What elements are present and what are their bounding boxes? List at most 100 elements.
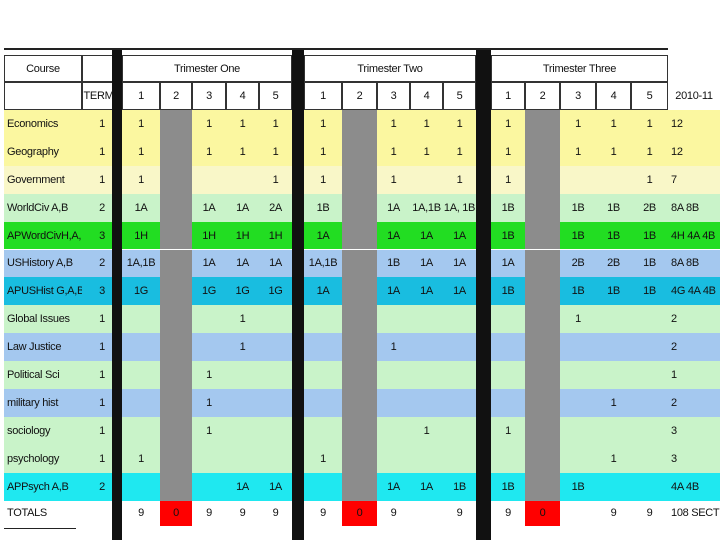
period-2-blocked [342,193,377,222]
schedule-cell: 1 [631,110,668,138]
schedule-cell: 2A [259,193,292,222]
sections-count: 8A 8B [668,249,720,278]
trimester-header: Trimester Three [491,55,668,82]
period-2-blocked [342,416,377,445]
totals-cell: 9 [377,500,410,526]
schedule-cell: 1 [192,361,226,389]
period-2-blocked [525,165,560,194]
schedule-cell [259,444,292,473]
schedule-cell [304,416,342,445]
totals-period-2: 0 [525,500,560,526]
totals-period-2: 0 [342,500,377,526]
period-2-blocked [342,472,377,501]
course-name: psychology [4,444,82,473]
schedule-cell [410,444,443,473]
schedule-cell [226,389,259,417]
course-header: Course [4,55,82,82]
schedule-cell [377,389,410,417]
schedule-cell: 1 [631,165,668,194]
schedule-cell [377,444,410,473]
schedule-cell [596,416,631,445]
sections-count: 2 [668,389,720,417]
year-label: 2010-11 [668,82,720,110]
schedule-cell: 1 [122,110,160,138]
period-2-blocked [160,305,192,334]
totals-underline [4,528,76,529]
schedule-cell: 1 [491,110,525,138]
schedule-cell [377,361,410,389]
schedule-cell: 1 [304,110,342,138]
schedule-cell [596,472,631,501]
schedule-cell: 1 [226,137,259,166]
totals-sections: 108 SECTIONS [668,500,720,526]
period-2-blocked [160,249,192,278]
period-header: 1 [122,82,160,110]
schedule-cell: 1B [560,193,596,222]
schedule-cell: 1A [410,472,443,501]
schedule-cell [443,361,476,389]
schedule-cell [259,361,292,389]
schedule-cell: 1 [122,444,160,473]
trimester-separator [112,50,122,540]
schedule-cell: 1 [304,165,342,194]
period-2-blocked [160,361,192,389]
schedule-cell: 1G [226,277,259,306]
course-name: Government [4,165,82,194]
schedule-cell: 1A [226,249,259,278]
schedule-cell: 1 [192,389,226,417]
schedule-cell: 1 [596,110,631,138]
period-2-blocked [342,361,377,389]
schedule-cell: 1A [410,221,443,250]
schedule-cell: 1 [192,416,226,445]
sections-count: 7 [668,165,720,194]
period-header: 5 [259,82,292,110]
totals-period-2: 0 [160,500,192,526]
schedule-cell [410,305,443,334]
schedule-cell: 1 [410,137,443,166]
sections-count: 2 [668,305,720,334]
trimester-header: Trimester One [122,55,292,82]
schedule-cell: 1B [596,277,631,306]
schedule-cell: 1 [122,137,160,166]
period-header: 2 [525,82,560,110]
schedule-cell [631,444,668,473]
sections-count: 4G 4A 4B [668,277,720,306]
schedule-cell [560,333,596,362]
period-2-blocked [525,137,560,166]
schedule-cell [122,333,160,362]
totals-cell: 9 [304,500,342,526]
schedule-cell: 1A [410,277,443,306]
period-2-blocked [525,305,560,334]
schedule-cell [631,361,668,389]
period-2-blocked [525,221,560,250]
schedule-cell: 1 [491,416,525,445]
course-name: Geography [4,137,82,166]
schedule-cell: 1A [226,193,259,222]
schedule-cell: 1A [259,472,292,501]
schedule-cell: 1 [410,416,443,445]
schedule-cell [192,333,226,362]
schedule-cell: 1B [596,193,631,222]
schedule-cell [631,389,668,417]
schedule-cell: 1 [122,165,160,194]
schedule-cell: 1B [491,193,525,222]
schedule-cell: 1H [226,221,259,250]
schedule-cell: 1A,1B [410,193,443,222]
schedule-cell: 1 [304,137,342,166]
schedule-cell [226,444,259,473]
schedule-cell: 1 [631,137,668,166]
schedule-cell [491,305,525,334]
schedule-cell: 1B [491,221,525,250]
schedule-cell: 1A [377,193,410,222]
schedule-cell [631,333,668,362]
period-2-blocked [160,193,192,222]
sections-count: 12 [668,110,720,138]
schedule-cell [491,333,525,362]
sections-count: 12 [668,137,720,166]
period-header: 1 [304,82,342,110]
period-2-blocked [525,361,560,389]
schedule-cell: 1 [226,305,259,334]
sections-count: 2 [668,333,720,362]
schedule-cell: 1A [226,472,259,501]
